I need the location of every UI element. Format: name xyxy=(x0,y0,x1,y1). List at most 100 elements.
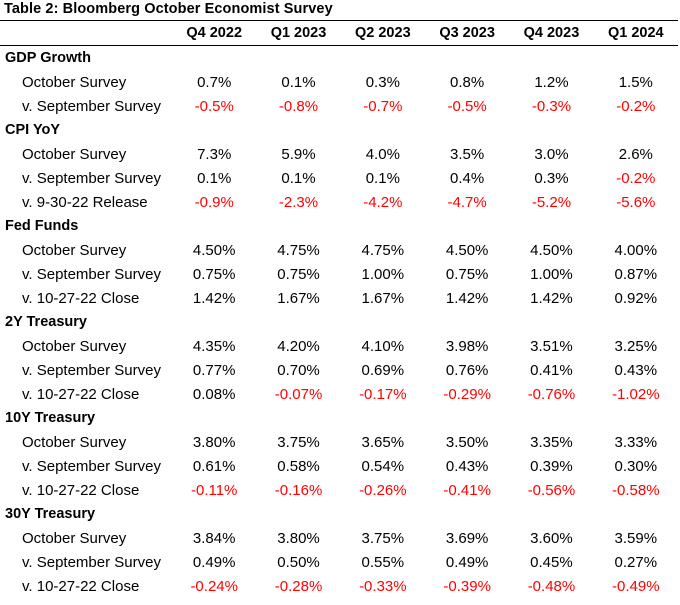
table-cell: -4.2% xyxy=(363,193,403,211)
table-cell: -4.7% xyxy=(447,193,487,211)
table-cell: -0.48% xyxy=(527,577,576,595)
table-cell: 4.0% xyxy=(365,145,400,163)
table-cell: -0.49% xyxy=(612,577,660,595)
table-cell: -0.2% xyxy=(616,169,656,187)
table-cell: 0.75% xyxy=(192,265,236,283)
table-cell: 0.1% xyxy=(281,169,316,187)
row-label: v. September Survey xyxy=(22,97,161,115)
table-row: v. September Survey 0.49% 0.50% 0.55% 0.49% 0… xyxy=(0,550,678,574)
table-cell: 0.69% xyxy=(361,361,405,379)
table-cell: 3.59% xyxy=(614,529,658,547)
table-cell: 4.75% xyxy=(361,241,405,259)
table-row: v. September Survey 0.77% 0.70% 0.69% 0.76% 0… xyxy=(0,358,678,382)
column-header: Q3 2023 xyxy=(424,20,510,46)
table-row: v. September Survey 0.1% 0.1% 0.1% 0.4% 0.3% -… xyxy=(0,166,678,190)
table-cell: 1.42% xyxy=(445,289,489,307)
table-cell: 0.30% xyxy=(614,457,658,475)
table-cell: 0.77% xyxy=(192,361,236,379)
table-cell: -0.76% xyxy=(527,385,576,403)
table-cell: 3.75% xyxy=(361,529,405,547)
table-cell: -2.3% xyxy=(278,193,319,211)
row-label: v. September Survey xyxy=(22,265,161,283)
table-cell: 0.50% xyxy=(277,553,320,571)
table-row: October Survey 4.50% 4.75% 4.75% 4.50% 4.50% 4… xyxy=(0,238,678,262)
table-cell: 0.70% xyxy=(277,361,320,379)
table-cell: -0.5% xyxy=(447,97,487,115)
row-label: v. September Survey xyxy=(22,553,161,571)
row-label: October Survey xyxy=(22,73,127,91)
table-row: October Survey 7.3% 5.9% 4.0% 3.5% 3.0% 2.6% xyxy=(0,142,678,166)
table-cell: 0.92% xyxy=(614,289,658,307)
table-cell: 4.00% xyxy=(614,241,658,259)
table-cell: 3.84% xyxy=(192,529,236,547)
table-cell: 3.33% xyxy=(614,433,658,451)
section-header-row: 10Y Treasury xyxy=(0,406,678,430)
table-cell: 0.8% xyxy=(450,73,485,91)
row-label: v. 10-27-22 Close xyxy=(22,577,140,595)
table-row: v. 10-27-22 Close -0.11% -0.16% -0.26% -0.41… xyxy=(0,478,678,502)
table-row: v. 10-27-22 Close 0.08% -0.07% -0.17% -0.29%… xyxy=(0,382,678,406)
row-label: October Survey xyxy=(22,529,127,547)
table-row: v. 9-30-22 Release -0.9% -2.3% -4.2% -4.7% -5… xyxy=(0,190,678,214)
section-title: 2Y Treasury xyxy=(5,314,87,330)
row-label: v. 10-27-22 Close xyxy=(22,481,140,499)
section-title: GDP Growth xyxy=(5,50,91,66)
table-cell: 4.50% xyxy=(445,241,489,259)
table-row: October Survey 0.7% 0.1% 0.3% 0.8% 1.2% 1.5% xyxy=(0,70,678,94)
row-label: v. September Survey xyxy=(22,169,161,187)
table-cell: -0.58% xyxy=(612,481,660,499)
table-cell: 0.45% xyxy=(530,553,573,571)
table-cell: 3.5% xyxy=(450,145,485,163)
table-cell: 4.50% xyxy=(192,241,236,259)
section-header-row: CPI YoY xyxy=(0,118,678,142)
table-cell: -0.07% xyxy=(274,385,323,403)
table-cell: 0.76% xyxy=(445,361,489,379)
table-cell: 4.50% xyxy=(530,241,573,259)
row-label: October Survey xyxy=(22,433,127,451)
table-cell: -0.28% xyxy=(274,577,323,595)
section-header-row: Fed Funds xyxy=(0,214,678,238)
table-cell: 0.87% xyxy=(614,265,658,283)
table-row: v. September Survey 0.75% 0.75% 1.00% 0.75% 1… xyxy=(0,262,678,286)
table-cell: 0.4% xyxy=(450,169,485,187)
table-title: Table 2: Bloomberg October Economist Sur… xyxy=(4,1,333,17)
section-header-row: GDP Growth xyxy=(0,46,678,71)
table-cell: 0.08% xyxy=(192,385,236,403)
table-cell: 4.35% xyxy=(192,337,236,355)
table-row: October Survey 3.84% 3.80% 3.75% 3.69% 3.60% 3… xyxy=(0,526,678,550)
table-cell: 0.49% xyxy=(445,553,489,571)
table-cell: 3.60% xyxy=(530,529,573,547)
table-row: v. 10-27-22 Close 1.42% 1.67% 1.67% 1.42% 1.4… xyxy=(0,286,678,310)
table-cell: 1.00% xyxy=(361,265,405,283)
table-cell: 0.43% xyxy=(445,457,489,475)
table-cell: -1.02% xyxy=(612,385,660,403)
table-cell: 3.80% xyxy=(277,529,320,547)
table-cell: 0.58% xyxy=(277,457,320,475)
table-cell: 0.3% xyxy=(534,169,569,187)
column-header: Q2 2023 xyxy=(340,20,425,46)
table-cell: 3.35% xyxy=(530,433,573,451)
table-cell: 0.1% xyxy=(281,73,316,91)
column-header: Q1 2023 xyxy=(256,20,341,46)
table-cell: 3.65% xyxy=(361,433,405,451)
column-header: Q1 2024 xyxy=(593,20,678,46)
row-label: v. September Survey xyxy=(22,361,161,379)
table-row: October Survey 4.35% 4.20% 4.10% 3.98% 3.51% 3… xyxy=(0,334,678,358)
row-label: v. 10-27-22 Close xyxy=(22,289,140,307)
table-body: GDP Growth October Survey 0.7% 0.1% 0.3% 0.8%… xyxy=(0,46,678,599)
table-cell: 0.75% xyxy=(277,265,320,283)
header-row: Q4 2022 Q1 2023 Q2 2023 Q3 2023 Q4 2023 … xyxy=(0,20,678,46)
section-title: CPI YoY xyxy=(5,122,61,138)
table-row: v. September Survey -0.5% -0.8% -0.7% -0.5% -… xyxy=(0,94,678,118)
section-title: Fed Funds xyxy=(5,218,79,234)
section-title: 10Y Treasury xyxy=(5,410,96,426)
table-cell: -0.33% xyxy=(359,577,407,595)
table-cell: -0.26% xyxy=(359,481,407,499)
table-cell: 3.80% xyxy=(192,433,236,451)
table-cell: 0.49% xyxy=(192,553,236,571)
table-cell: 0.41% xyxy=(530,361,573,379)
row-label: October Survey xyxy=(22,145,127,163)
table-row: v. 10-27-22 Close -0.24% -0.28% -0.33% -0.39… xyxy=(0,574,678,598)
table-cell: -0.41% xyxy=(443,481,491,499)
column-header: Q4 2023 xyxy=(509,20,594,46)
